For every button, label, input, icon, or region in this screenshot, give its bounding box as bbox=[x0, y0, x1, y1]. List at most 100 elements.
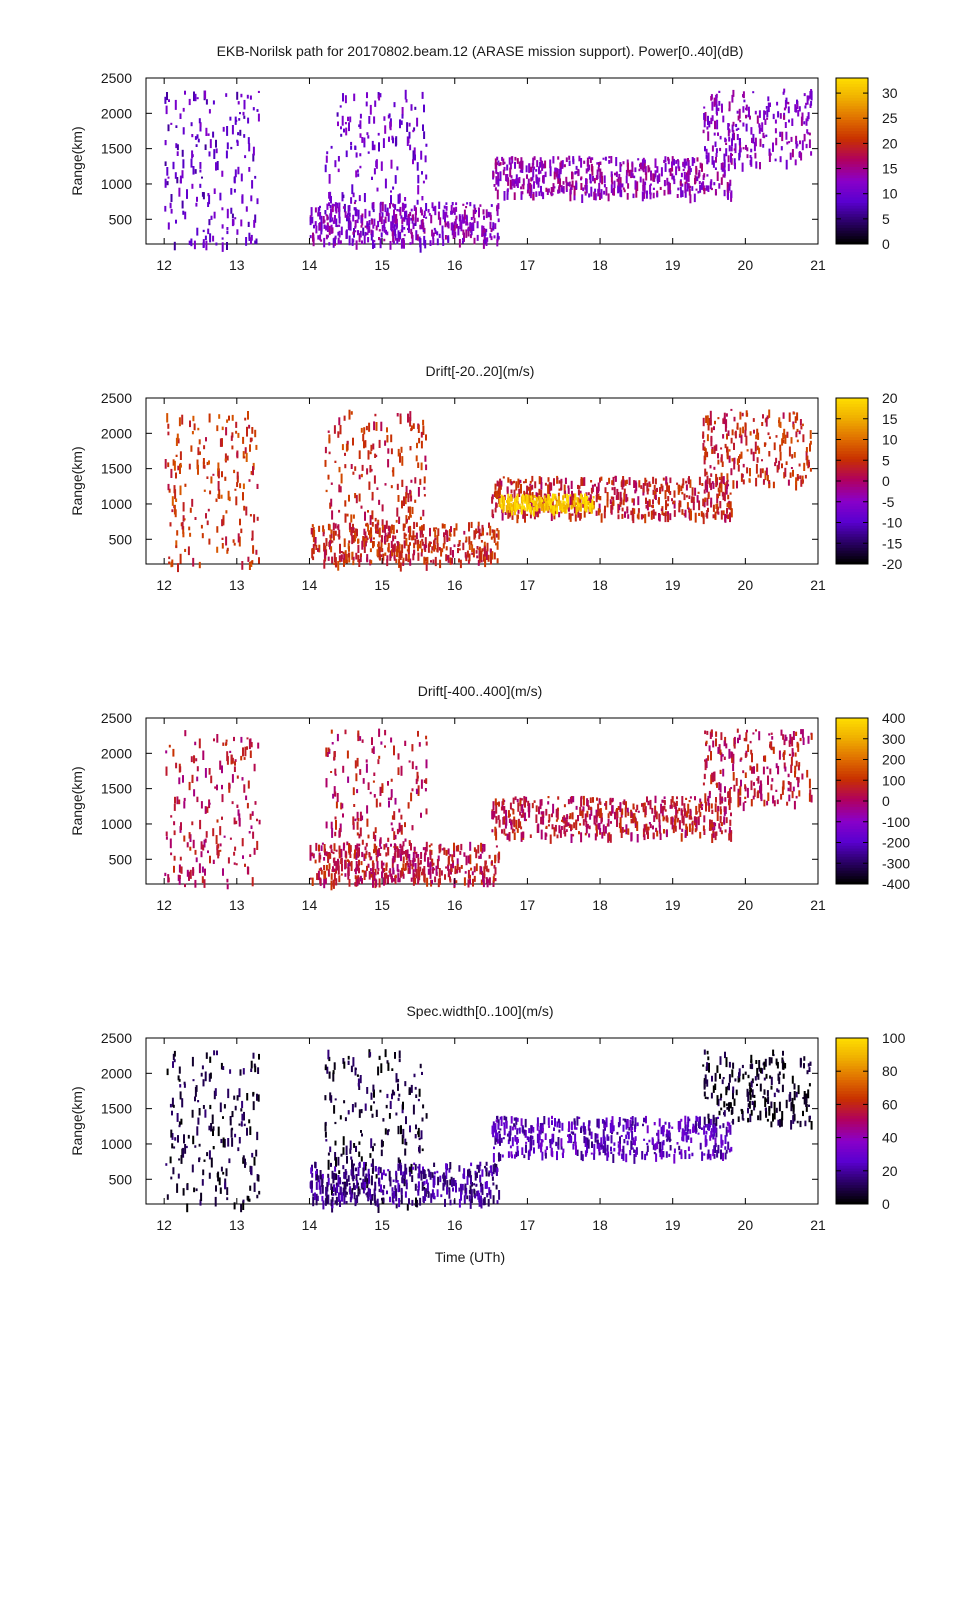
heatmap-cell bbox=[221, 537, 224, 540]
heatmap-cell bbox=[518, 177, 521, 184]
heatmap-cell bbox=[427, 857, 430, 867]
heatmap-cell bbox=[202, 844, 205, 851]
heatmap-cell bbox=[647, 511, 650, 517]
heatmap-cell bbox=[226, 142, 229, 150]
heatmap-cell bbox=[748, 479, 751, 483]
heatmap-cell bbox=[250, 742, 253, 748]
heatmap-cell bbox=[434, 229, 437, 234]
heatmap-cell bbox=[332, 793, 335, 799]
heatmap-cell bbox=[455, 206, 458, 212]
heatmap-cell bbox=[622, 161, 625, 165]
heatmap-cell bbox=[168, 744, 171, 748]
heatmap-cell bbox=[168, 99, 170, 102]
heatmap-cell bbox=[735, 128, 738, 131]
heatmap-cell bbox=[571, 513, 574, 516]
heatmap-cell bbox=[356, 821, 359, 830]
heatmap-cell bbox=[598, 162, 600, 166]
heatmap-cell bbox=[355, 170, 358, 178]
heatmap-cell bbox=[715, 783, 718, 786]
heatmap-cell bbox=[391, 875, 393, 883]
heatmap-cell bbox=[423, 779, 426, 783]
heatmap-cell bbox=[669, 513, 672, 521]
heatmap-cell bbox=[387, 837, 390, 842]
panel-4: Spec.width[0..100](m/s)12 13 14 15 16 17 18 19 2… bbox=[69, 1003, 906, 1233]
heatmap-cell bbox=[425, 203, 428, 212]
heatmap-cell bbox=[501, 801, 504, 811]
heatmap-cell bbox=[680, 189, 683, 198]
colorbar-tick-label: 10 bbox=[882, 432, 898, 448]
heatmap-cell bbox=[656, 166, 659, 173]
heatmap-cell bbox=[372, 866, 374, 873]
heatmap-cell bbox=[597, 166, 600, 172]
heatmap-cell bbox=[704, 760, 707, 771]
heatmap-cell bbox=[227, 1138, 230, 1147]
heatmap-cell bbox=[571, 171, 573, 180]
heatmap-cell bbox=[330, 873, 333, 880]
heatmap-cell bbox=[695, 188, 698, 191]
heatmap-cell bbox=[178, 875, 181, 880]
colorbar-tick-label: 10 bbox=[882, 186, 898, 202]
heatmap-cell bbox=[364, 225, 367, 228]
heatmap-cell bbox=[397, 495, 400, 502]
heatmap-cell bbox=[399, 870, 402, 878]
heatmap-cell bbox=[391, 228, 393, 232]
heatmap-cell bbox=[325, 864, 328, 871]
heatmap-cell bbox=[707, 131, 710, 141]
heatmap-cell bbox=[325, 489, 328, 493]
heatmap-cell bbox=[354, 207, 357, 216]
heatmap-cell bbox=[556, 808, 559, 819]
heatmap-cell bbox=[199, 169, 202, 173]
heatmap-cell bbox=[778, 750, 781, 760]
heatmap-cell bbox=[253, 847, 256, 855]
heatmap-cell bbox=[717, 507, 719, 510]
heatmap-cell bbox=[178, 417, 181, 427]
heatmap-cell bbox=[563, 804, 566, 808]
colorbar-tick-label: -20 bbox=[882, 556, 902, 572]
heatmap-cell bbox=[425, 735, 428, 740]
heatmap-cell bbox=[187, 546, 190, 556]
heatmap-cell bbox=[504, 512, 507, 515]
heatmap-cell bbox=[691, 487, 694, 496]
heatmap-cell bbox=[772, 481, 775, 489]
heatmap-cell bbox=[324, 446, 327, 454]
heatmap-cell bbox=[328, 863, 331, 870]
heatmap-cell bbox=[384, 729, 387, 736]
heatmap-cell bbox=[173, 830, 176, 836]
heatmap-cell bbox=[733, 736, 736, 745]
heatmap-cell bbox=[538, 495, 541, 505]
heatmap-cell bbox=[610, 496, 613, 500]
heatmap-cell bbox=[377, 544, 380, 547]
heatmap-cell bbox=[565, 829, 568, 832]
heatmap-cell bbox=[186, 869, 189, 877]
heatmap-cell bbox=[174, 172, 177, 179]
heatmap-cell bbox=[381, 785, 384, 790]
heatmap-cell bbox=[470, 217, 473, 221]
heatmap-cell bbox=[190, 238, 193, 247]
heatmap-cell bbox=[810, 101, 813, 106]
heatmap-cell bbox=[205, 240, 208, 251]
heatmap-cell bbox=[737, 737, 739, 744]
heatmap-cell bbox=[644, 806, 647, 815]
heatmap-cell bbox=[652, 187, 655, 190]
colorbar-step bbox=[836, 536, 868, 540]
heatmap-cell bbox=[455, 845, 458, 852]
heatmap-cell bbox=[642, 483, 645, 493]
heatmap-cell bbox=[194, 136, 197, 140]
heatmap-cell bbox=[417, 544, 419, 552]
heatmap-cell bbox=[797, 743, 800, 752]
heatmap-cell bbox=[582, 478, 584, 486]
heatmap-cell bbox=[200, 801, 203, 809]
heatmap-cell bbox=[354, 199, 357, 203]
heatmap-cell bbox=[567, 799, 570, 805]
heatmap-cell bbox=[319, 222, 322, 231]
heatmap-cell bbox=[207, 850, 209, 854]
heatmap-cell bbox=[377, 132, 380, 136]
heatmap-cell bbox=[379, 786, 382, 796]
heatmap-cell bbox=[411, 535, 414, 541]
heatmap-cell bbox=[352, 534, 355, 543]
heatmap-cell bbox=[554, 496, 557, 501]
colorbar-step bbox=[836, 522, 868, 526]
heatmap-cell bbox=[611, 487, 614, 491]
heatmap-cell bbox=[625, 801, 627, 810]
heatmap-cell bbox=[530, 495, 533, 503]
